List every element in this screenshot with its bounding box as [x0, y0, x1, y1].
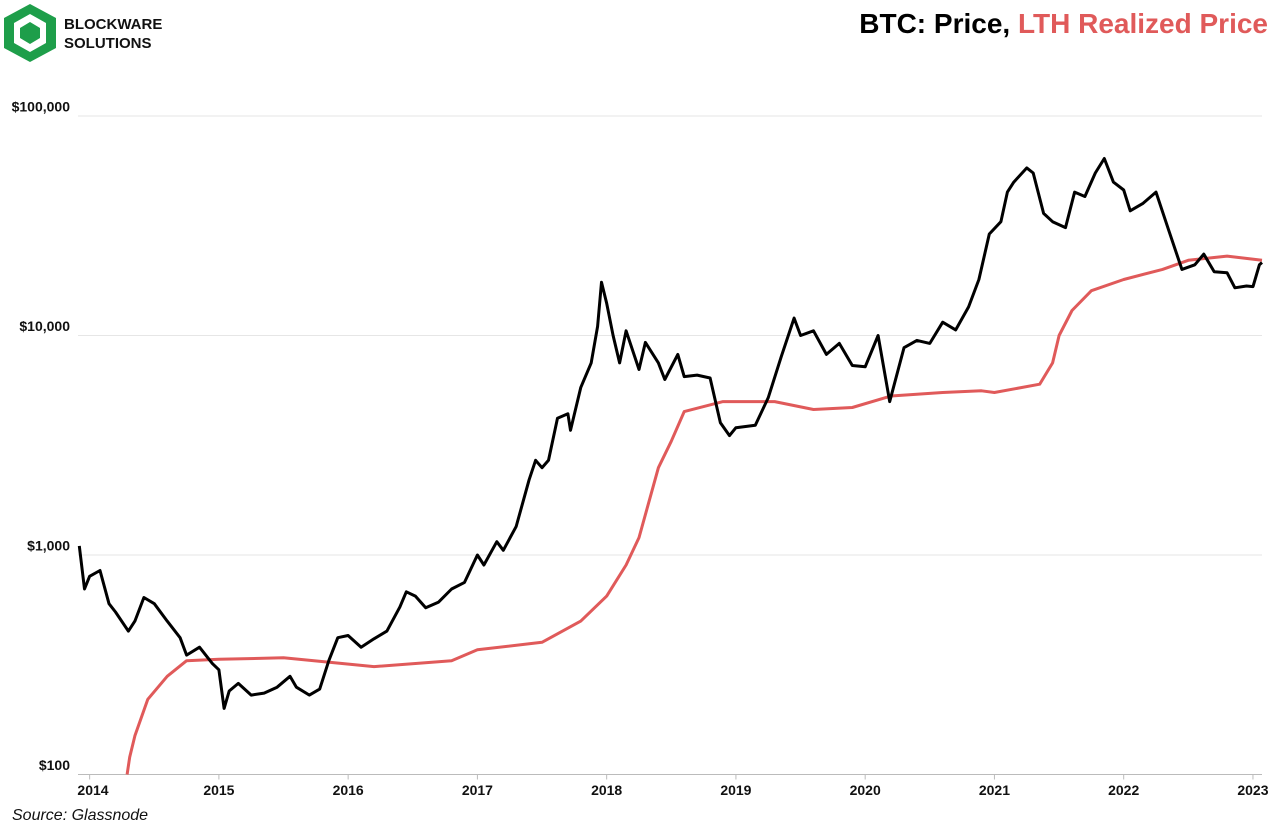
- x-tick-label: 2017: [462, 782, 493, 798]
- y-tick-label: $100,000: [12, 99, 71, 115]
- legend-entry: BTC: Price: [859, 8, 1002, 39]
- x-tick-label: 2023: [1237, 782, 1268, 798]
- x-tick-label: 2022: [1108, 782, 1139, 798]
- legend-entry: LTH Realized Price: [1018, 8, 1268, 39]
- y-tick-label: $1,000: [27, 538, 70, 554]
- legend-space: [1010, 8, 1018, 39]
- x-tick-label: 2015: [203, 782, 234, 798]
- logo: BLOCKWARE SOLUTIONS: [4, 4, 162, 62]
- x-tick-label: 2016: [333, 782, 364, 798]
- x-tick-label: 2018: [591, 782, 622, 798]
- logo-text: SOLUTIONS: [64, 35, 152, 52]
- y-tick-label: $100: [39, 757, 70, 773]
- price-line: [77, 157, 1263, 710]
- legend: BTC: Price, LTH Realized Price: [859, 8, 1268, 39]
- x-tick-label: 2021: [979, 782, 1010, 798]
- x-tick-label: 2019: [720, 782, 751, 798]
- legend-separator: ,: [1002, 8, 1010, 39]
- logo-icon-core: [20, 22, 40, 44]
- x-tick-label: 2014: [77, 782, 108, 798]
- price-line: [125, 254, 1263, 775]
- y-tick-label: $10,000: [19, 318, 70, 334]
- x-tick-label: 2020: [850, 782, 881, 798]
- logo-text: BLOCKWARE: [64, 16, 162, 33]
- source: Source: Glassnode: [12, 807, 148, 824]
